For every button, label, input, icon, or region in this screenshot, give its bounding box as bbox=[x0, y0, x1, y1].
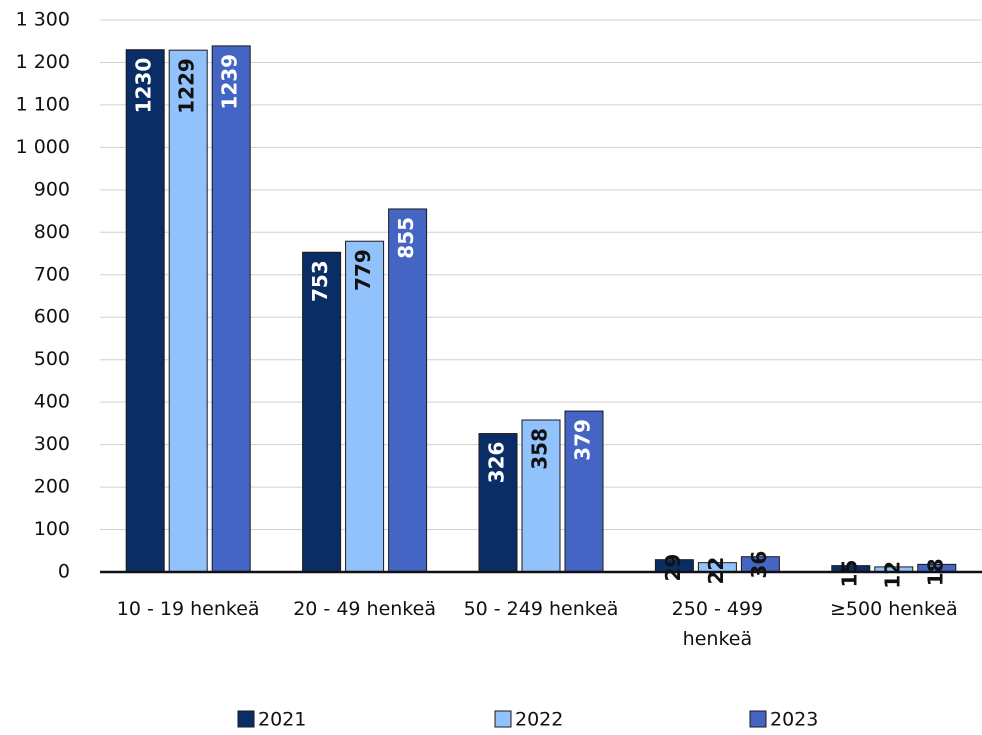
legend-swatch bbox=[749, 710, 767, 728]
y-tick-label: 300 bbox=[34, 433, 70, 455]
bar bbox=[211, 45, 251, 573]
y-tick-label: 500 bbox=[34, 348, 70, 370]
y-tick-label: 1 200 bbox=[16, 51, 70, 73]
bar bbox=[168, 49, 208, 573]
data-label: 379 bbox=[571, 419, 595, 461]
data-label: 855 bbox=[394, 217, 418, 259]
x-tick-label: ≥500 henkeä bbox=[829, 598, 958, 620]
legend-swatch bbox=[494, 710, 512, 728]
data-label: 753 bbox=[308, 260, 332, 302]
bar bbox=[302, 251, 342, 573]
bar bbox=[388, 208, 428, 573]
y-tick-label: 600 bbox=[34, 306, 70, 328]
legend-label: 2021 bbox=[258, 709, 306, 731]
y-tick-label: 900 bbox=[34, 178, 70, 200]
x-tick-label: 20 - 49 henkeä bbox=[293, 598, 436, 620]
y-tick-label: 100 bbox=[34, 518, 70, 540]
legend-swatch bbox=[237, 710, 255, 728]
y-tick-label: 200 bbox=[34, 476, 70, 498]
y-tick-label: 1 000 bbox=[16, 136, 70, 158]
data-label: 36 bbox=[747, 551, 771, 579]
data-label: 22 bbox=[704, 557, 728, 585]
y-tick-label: 1 300 bbox=[16, 9, 70, 31]
data-label: 15 bbox=[837, 560, 861, 588]
x-tick-label: 10 - 19 henkeä bbox=[116, 598, 260, 620]
data-label: 1229 bbox=[175, 58, 199, 114]
bar bbox=[478, 433, 518, 573]
y-tick-label: 1 100 bbox=[16, 93, 70, 115]
y-tick-label: 800 bbox=[34, 221, 70, 243]
y-tick-label: 700 bbox=[34, 263, 70, 285]
x-tick-label: 250 - 499 henkeä bbox=[671, 598, 764, 650]
data-label: 12 bbox=[880, 561, 904, 589]
bar bbox=[564, 410, 604, 573]
data-label: 29 bbox=[661, 554, 685, 582]
legend-label: 2023 bbox=[770, 709, 818, 731]
data-label: 779 bbox=[351, 249, 375, 291]
data-label: 1230 bbox=[132, 58, 156, 114]
data-label: 326 bbox=[485, 442, 509, 484]
legend-label: 2022 bbox=[515, 709, 563, 731]
y-tick-label: 0 bbox=[58, 561, 70, 583]
bar bbox=[125, 49, 165, 573]
x-tick-label: 50 - 249 henkeä bbox=[463, 598, 619, 620]
data-label: 358 bbox=[528, 428, 552, 470]
data-label: 1239 bbox=[218, 54, 242, 110]
y-tick-label: 400 bbox=[34, 391, 70, 413]
bar bbox=[345, 240, 385, 573]
bar bbox=[521, 419, 561, 573]
